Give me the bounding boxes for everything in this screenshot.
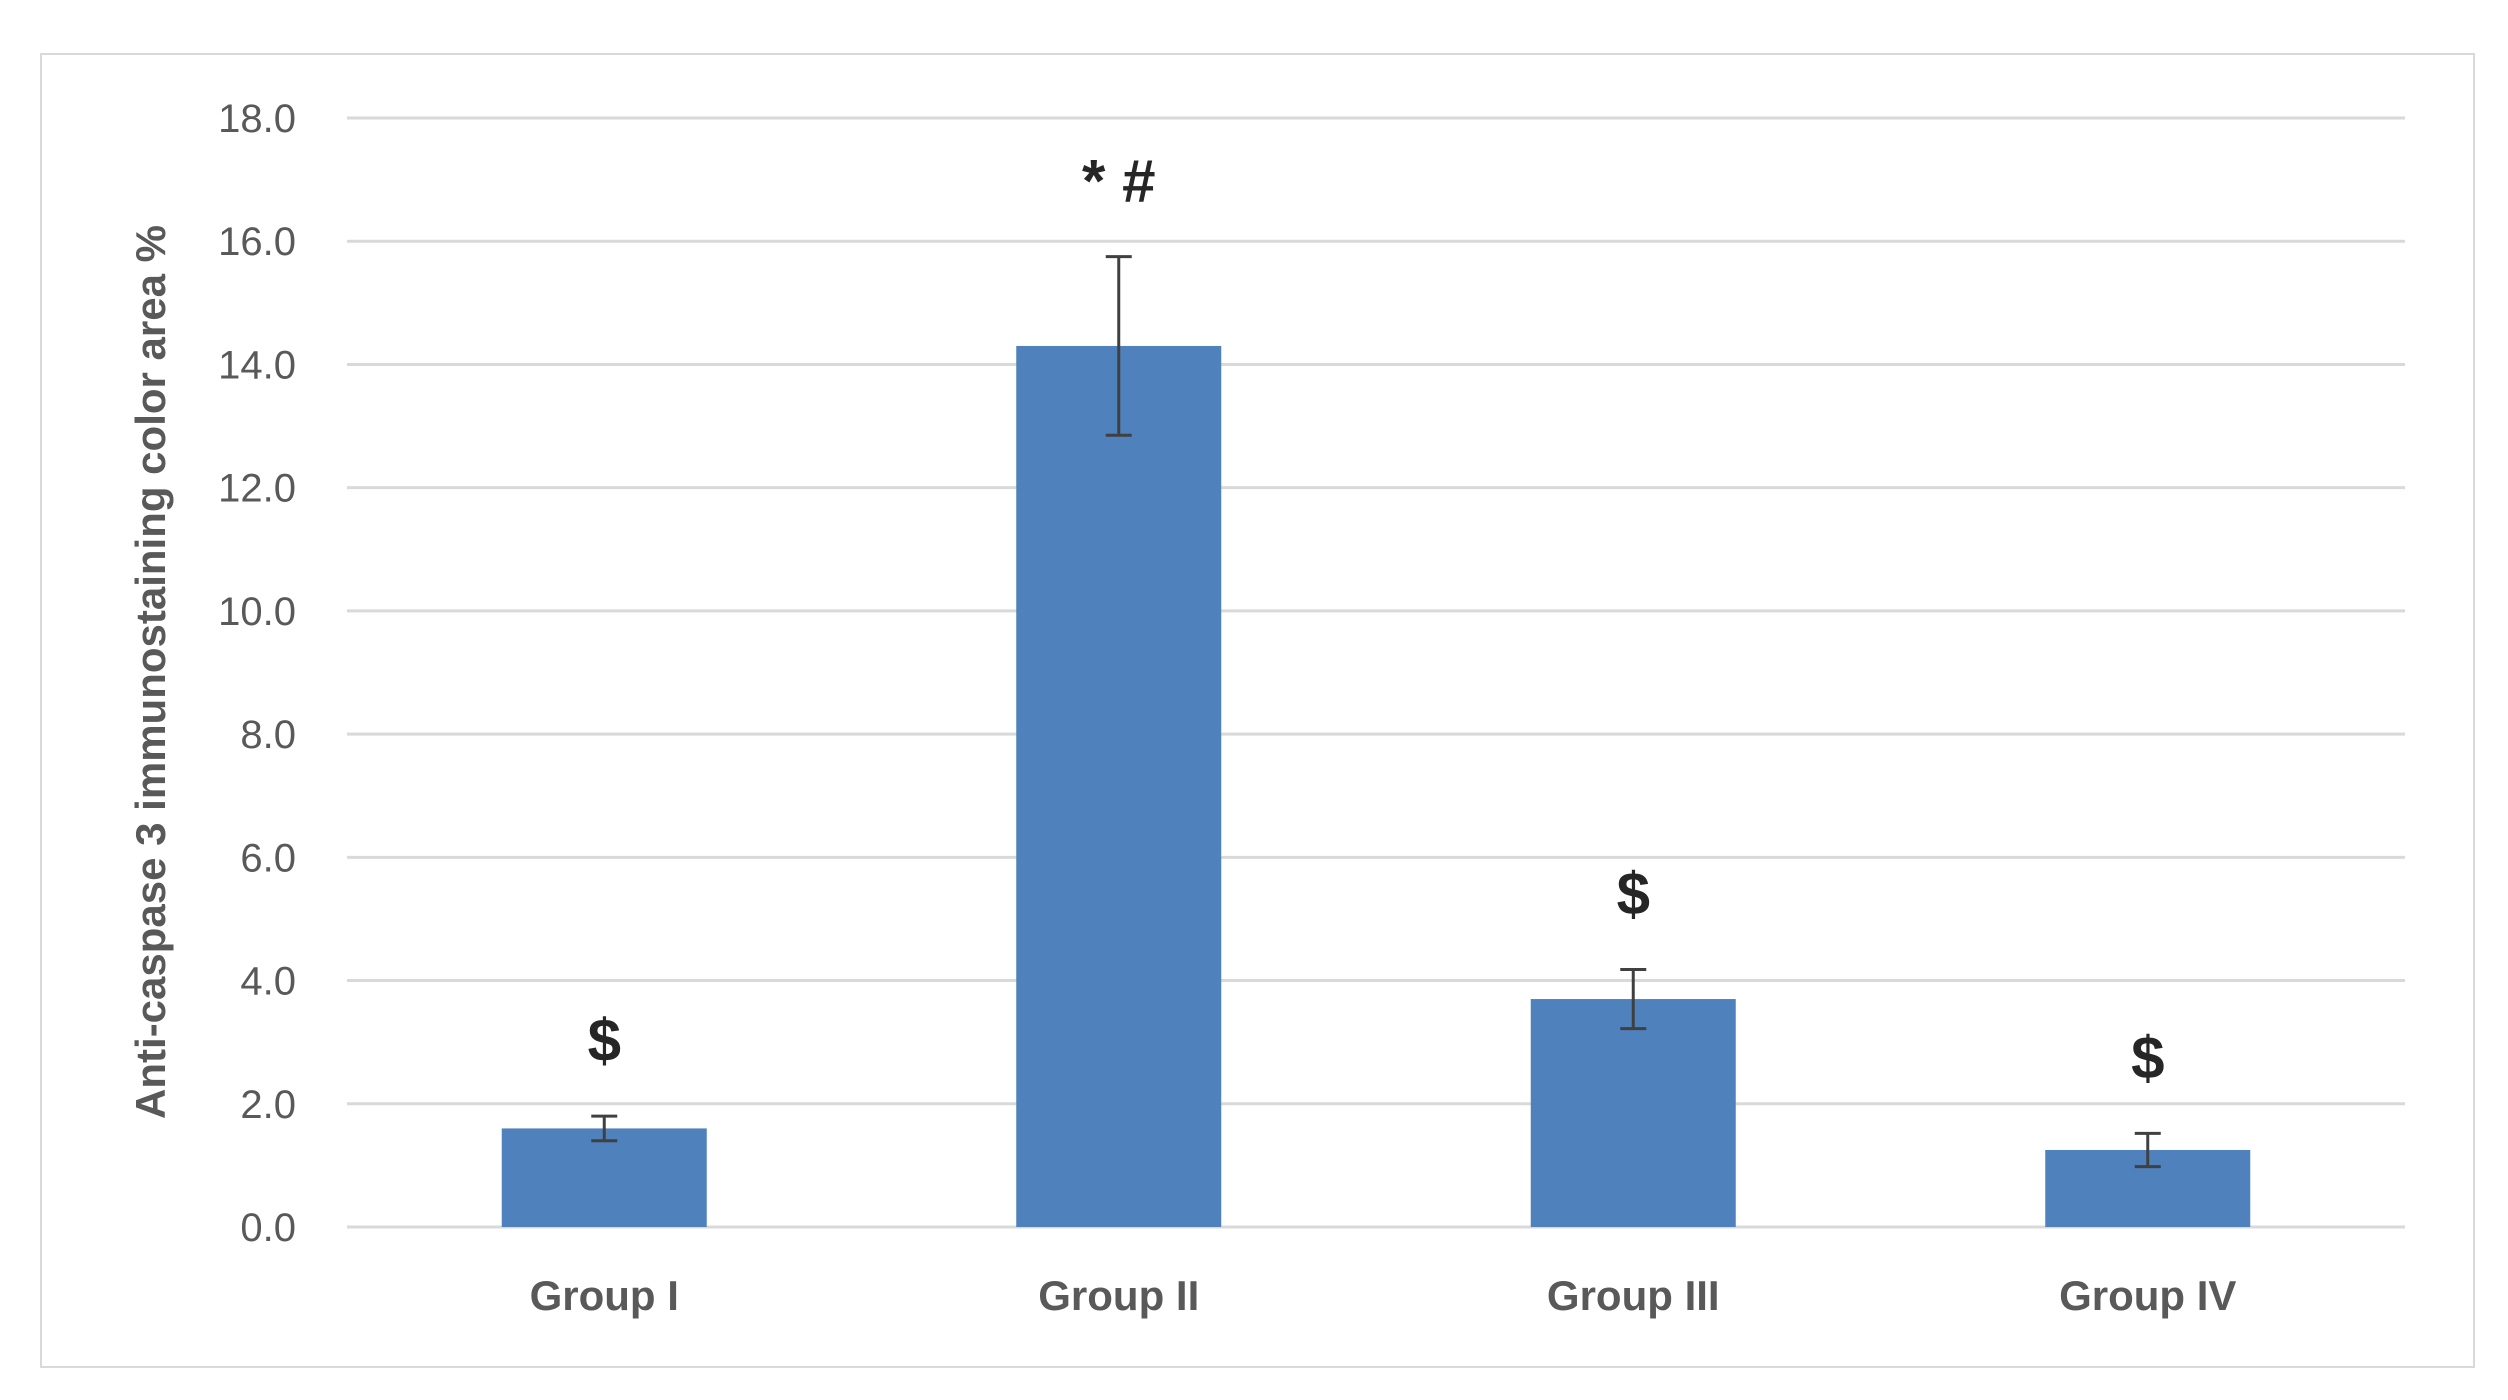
y-tick-label: 18.0 xyxy=(218,97,296,141)
x-tick-label: Group I xyxy=(530,1272,679,1319)
y-tick-label: 6.0 xyxy=(240,836,296,880)
y-tick-label: 12.0 xyxy=(218,467,296,511)
significance-marker: $ xyxy=(588,1007,621,1074)
x-tick-label: Group IV xyxy=(2059,1272,2236,1319)
x-tick-labels: Group I Group II Group III Group IV xyxy=(530,1272,2237,1319)
chart-frame xyxy=(40,53,2475,1368)
bar xyxy=(1530,999,1736,1227)
y-tick-label: 16.0 xyxy=(218,220,296,264)
bar xyxy=(501,1128,707,1227)
y-tick-label: 8.0 xyxy=(240,713,296,757)
significance-marker: * # xyxy=(1082,148,1155,215)
significance-marker: $ xyxy=(2131,1024,2164,1091)
y-tick-label: 0.0 xyxy=(240,1206,296,1250)
y-tick-label: 10.0 xyxy=(218,590,296,634)
y-tick-label: 4.0 xyxy=(240,960,296,1004)
y-tick-label: 2.0 xyxy=(240,1083,296,1127)
y-tick-label: 14.0 xyxy=(218,343,296,387)
error-bar xyxy=(2134,1131,2161,1169)
x-tick-label: Group II xyxy=(1038,1272,1199,1319)
bars xyxy=(501,345,2251,1227)
error-bar xyxy=(591,1114,618,1143)
gridlines xyxy=(347,116,2405,1229)
bar xyxy=(1016,345,1222,1227)
error-bars xyxy=(591,255,2161,1169)
y-axis-label: Anti-caspase 3 immunostaining color area… xyxy=(127,225,174,1119)
annotations: $ * # $ $ xyxy=(588,148,2165,1092)
y-tick-labels: 0.0 2.0 4.0 6.0 8.0 10.0 12.0 14.0 16.0 18.0 xyxy=(218,97,296,1250)
error-bar xyxy=(1620,967,1647,1031)
x-tick-label: Group III xyxy=(1547,1272,1720,1319)
error-bar xyxy=(1105,255,1132,437)
significance-marker: $ xyxy=(1617,860,1650,927)
